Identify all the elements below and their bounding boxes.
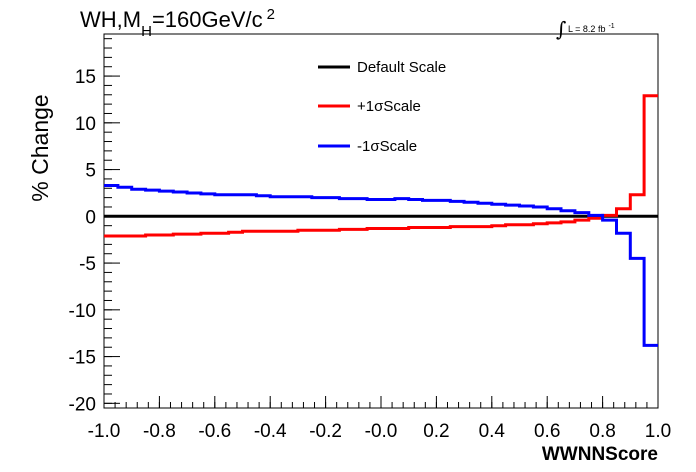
y-tick-label: -5 (79, 254, 96, 275)
x-tick-label: 0.6 (534, 421, 560, 442)
title-subscript: H (141, 23, 152, 40)
title-superscript: 2 (267, 6, 275, 23)
y-axis-title: % Change (27, 94, 53, 201)
y-tick-label: -10 (69, 301, 96, 322)
x-axis-title: WWNNScore (542, 444, 658, 465)
series-layer (104, 94, 658, 347)
series-line-minus1sigma-scale (104, 184, 658, 347)
lumi-integral-sign: ∫ (556, 17, 566, 41)
x-tick-label: -0.8 (143, 421, 176, 442)
x-tick-label: 0.2 (423, 421, 449, 442)
y-tick-label: 15 (75, 67, 96, 88)
y-tick-label: 10 (75, 114, 96, 135)
y-tick-label: 5 (85, 161, 96, 182)
legend: Default Scale +1σScale -1σScale (318, 59, 446, 155)
lumi-annotation: L = 8.2 fb -1 (568, 23, 615, 34)
x-tick-label: -0.4 (254, 421, 287, 442)
legend-label-plus1sigma: +1σScale (357, 98, 421, 115)
series-line-plus1sigma-scale (104, 94, 658, 238)
x-tick-label: 0.4 (479, 421, 506, 442)
x-tick-label: -0.6 (198, 421, 231, 442)
x-tick-label: 1.0 (645, 421, 671, 442)
y-tick-label: -20 (69, 394, 96, 415)
x-tick-label: -0.0 (365, 421, 398, 442)
legend-label-default: Default Scale (357, 59, 446, 76)
lumi-superscript: -1 (608, 23, 614, 30)
axes: -1.0 -0.8 -0.6 -0.4 -0.2 -0.0 0.2 0.4 0.6 0.8 1.0 -… (69, 38, 671, 442)
y-tick-label: -15 (69, 348, 96, 369)
x-tick-label: 0.8 (589, 421, 615, 442)
x-tick-label: -1.0 (88, 421, 121, 442)
x-tick-label: -0.2 (309, 421, 342, 442)
legend-label-minus1sigma: -1σScale (357, 138, 417, 155)
y-tick-label: 0 (85, 207, 96, 228)
chart-title: WH,MH=160GeV/c 2 (80, 6, 275, 40)
